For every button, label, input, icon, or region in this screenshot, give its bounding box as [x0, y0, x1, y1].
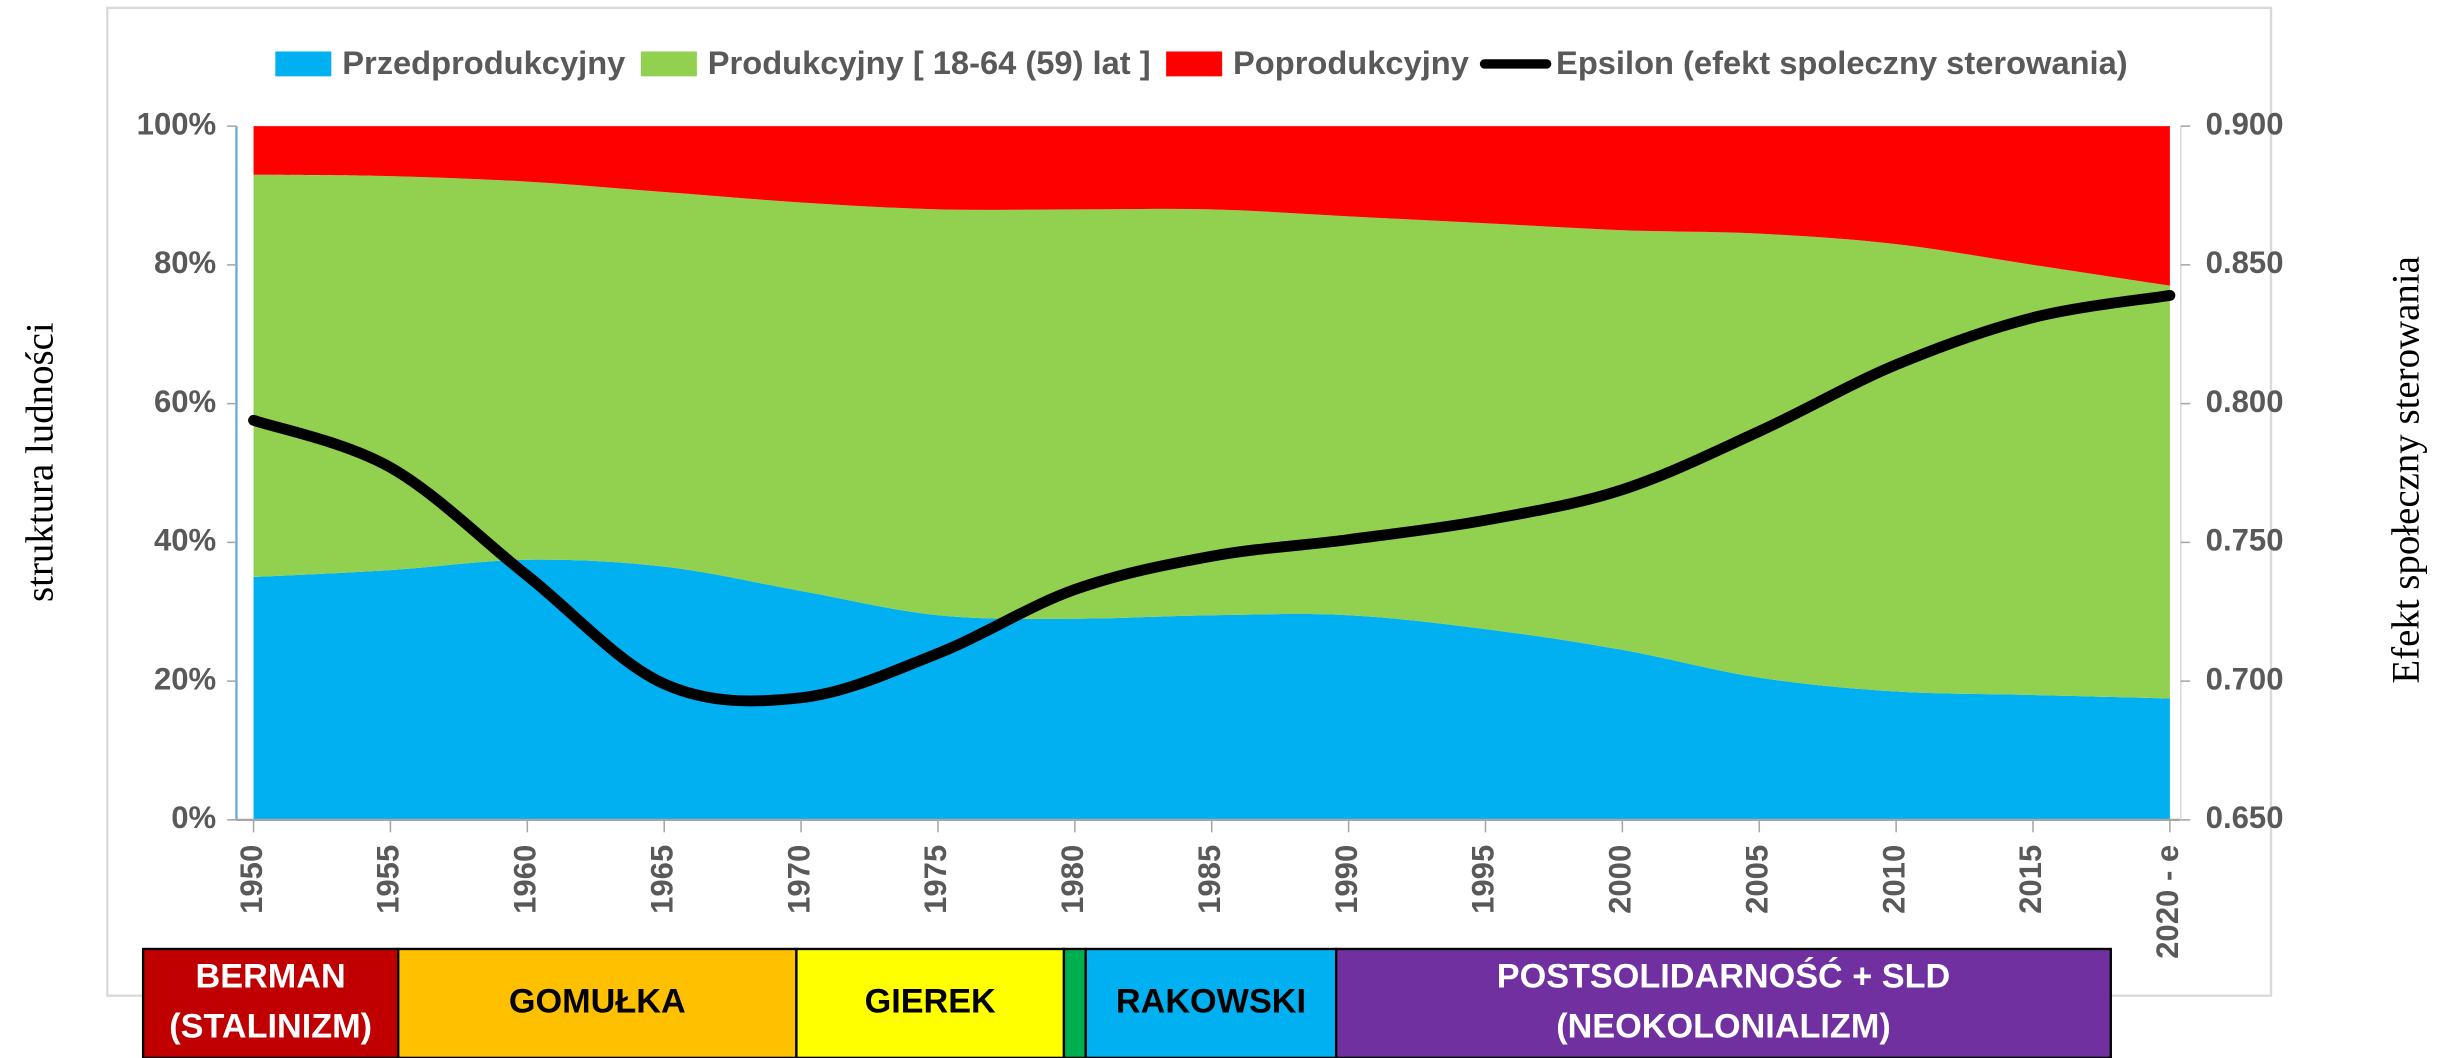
legend-label: Przedprodukcyjny [342, 44, 625, 81]
legend-label: Produkcyjny [ 18-64 (59) lat ] [708, 44, 1151, 81]
x-tick-label: 1990 [1329, 845, 1364, 914]
y2-tick-label: 0.850 [2206, 245, 2284, 280]
legend: Przedprodukcyjny Produkcyjny [ 18-64 (59)… [275, 44, 2128, 81]
legend-swatch [640, 51, 697, 77]
y-tick-label: 100% [137, 106, 217, 141]
x-tick-label: 2010 [1876, 845, 1911, 914]
era-label: GOMUŁKA [509, 982, 686, 1020]
x-tick-label: 2005 [1739, 845, 1774, 914]
era-box [1084, 947, 1338, 1058]
era-box [1334, 947, 2112, 1058]
x-tick-label: 1980 [1055, 845, 1090, 914]
era-label: GIEREK [865, 982, 996, 1020]
x-tick-label: 1995 [1466, 845, 1501, 914]
area [253, 174, 2170, 699]
y-tick-label: 40% [154, 523, 216, 558]
y-tick-label: 20% [154, 661, 216, 696]
x-tick-label: 1955 [371, 845, 406, 914]
y2-tick-label: 0.800 [2206, 384, 2284, 419]
plot-area [248, 126, 2176, 820]
legend-swatch [275, 51, 332, 77]
era-label: (NEOKOLONIALIZM) [1556, 1007, 1891, 1045]
y-axis-title: struktura ludności [18, 322, 61, 602]
x-tick-label: 1985 [1192, 845, 1227, 914]
line [248, 289, 2176, 707]
area [253, 126, 2170, 286]
x-tick-label: 2000 [1603, 845, 1638, 914]
x-tick-label: 1950 [234, 845, 269, 914]
x-tick-label: 1965 [644, 845, 679, 914]
x-tick-label: 1960 [508, 845, 543, 914]
x-tick-label: 1970 [781, 845, 816, 914]
y2-tick-label: 0.900 [2206, 106, 2284, 141]
era-box [1062, 947, 1087, 1058]
y-tick-label: 80% [154, 245, 216, 280]
legend-label: Epsilon (efekt spoleczny sterowania) [1556, 44, 2128, 81]
area [253, 559, 2170, 820]
y-tick-label: 0% [171, 800, 216, 835]
era-box [795, 947, 1066, 1058]
era-label: RAKOWSKI [1116, 982, 1306, 1020]
y2-tick-label: 0.650 [2206, 800, 2284, 835]
x-tick-label: 1975 [918, 845, 953, 914]
y2-tick-label: 0.700 [2206, 661, 2284, 696]
legend-swatch [1166, 51, 1223, 77]
x-tick-label: 2015 [2013, 845, 2048, 914]
x-tick-label: 2020 - e [2150, 845, 2185, 959]
era-box [397, 947, 798, 1058]
y-tick-label: 60% [154, 384, 216, 419]
era-label: BERMAN [196, 958, 346, 996]
legend-label: Poprodukcyjny [1233, 44, 1469, 81]
era-label: POSTSOLIDARNOŚĆ + SLD [1497, 956, 1950, 996]
y2-axis-title: Efekt społeczny sterowania [2384, 256, 2427, 683]
y2-tick-label: 0.750 [2206, 523, 2284, 558]
era-label: (STALINIZM) [169, 1007, 372, 1045]
